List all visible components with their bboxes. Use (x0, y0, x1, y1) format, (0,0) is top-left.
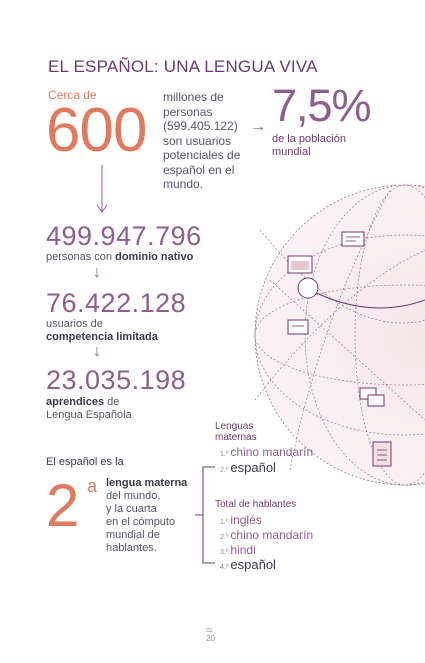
stat-native-number: 499.947.796 (46, 221, 202, 251)
stat-limited-number: 76.422.128 (46, 288, 187, 318)
chat-bubble-icon (341, 231, 365, 247)
page-title: EL ESPAÑOL: UNA LENGUA VIVA (48, 57, 318, 76)
speakers-list-heading: Total de hablantes (215, 499, 297, 510)
arrow-right-icon: → (250, 118, 266, 135)
list-item: 2.º español (220, 460, 276, 475)
document-icon (372, 441, 392, 467)
list-item: 3.º hindi (220, 543, 256, 557)
page-number: 20 (206, 634, 215, 643)
chat-bubble-icon (287, 319, 309, 335)
footer-ornament: ≈ (206, 623, 213, 637)
hero-prefix: Cerca de (48, 88, 97, 102)
globe-illustration (254, 184, 425, 486)
ranking-description: lengua materna del mundo, y la cuarta en… (106, 477, 188, 554)
list-item: 2.º chino mandarín (220, 528, 314, 542)
browser-window-icon (287, 255, 313, 274)
stat-learners-number: 23.035.198 (46, 365, 187, 395)
list-item: 4.º español (220, 557, 276, 572)
percent-value: 7,5% (272, 80, 372, 131)
native-list-heading: Lenguas maternas (215, 421, 257, 443)
list-item: 1.º inglés (220, 513, 262, 527)
ranking-intro: El español es la (46, 456, 124, 468)
ranking-suffix: a (87, 476, 98, 496)
hero-description: millones de personas (599.405.122) son u… (163, 90, 241, 191)
arrow-down-icon (96, 165, 108, 213)
stat-native-label: personas con dominio nativo (46, 251, 194, 263)
arrow-down-icon: ↓ (93, 343, 101, 360)
stat-limited-label: usuarios de competencia limitada (46, 318, 158, 343)
percent-label: de la población mundial (272, 133, 347, 158)
list-item: 1.º chino mandarín (220, 445, 314, 459)
ranking-position: 2 (46, 472, 80, 539)
hero-number: 600 (46, 96, 147, 165)
bracket-connector (195, 466, 215, 564)
stat-learners-label: aprendices de Lengua Española (46, 396, 132, 421)
chat-bubbles-icon (359, 387, 385, 407)
arrow-down-icon: ↓ (93, 264, 101, 281)
